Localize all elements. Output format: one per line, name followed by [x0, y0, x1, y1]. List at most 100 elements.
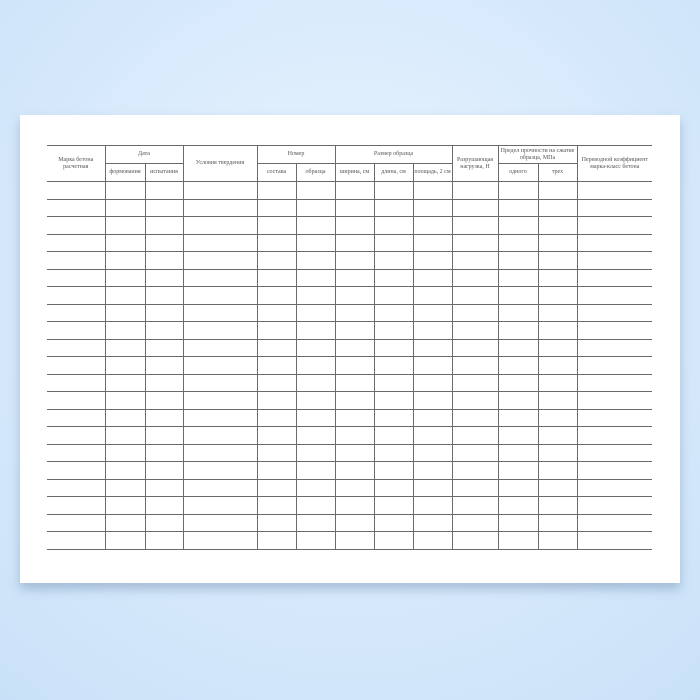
header-coefficient: Переводной коэффициент марка-класс бетон… [576, 145, 653, 182]
table-cell [144, 321, 184, 340]
table-cell [412, 513, 453, 532]
table-cell [334, 216, 375, 235]
table-cell [256, 461, 297, 480]
table-cell [497, 181, 539, 200]
table-cell [144, 356, 184, 375]
table-cell [576, 373, 653, 392]
table-row [47, 321, 653, 340]
table-cell [451, 268, 499, 287]
table-cell [412, 391, 453, 410]
table-cell [497, 461, 539, 480]
table-cell [497, 496, 539, 515]
table-cell [412, 233, 453, 252]
table-cell [537, 321, 578, 340]
table-cell [104, 513, 146, 532]
table-row [47, 216, 653, 235]
table-cell [295, 198, 336, 217]
table-cell [47, 461, 106, 480]
table-cell [295, 233, 336, 252]
header-date: Дата [104, 145, 184, 164]
table-cell [47, 391, 106, 410]
table-row [47, 443, 653, 462]
table-cell [182, 426, 258, 445]
table-cell [256, 391, 297, 410]
table-cell [182, 338, 258, 357]
table-cell [144, 338, 184, 357]
table-cell [47, 181, 106, 200]
table-cell [47, 356, 106, 375]
table-cell [497, 531, 539, 550]
table-row [47, 391, 653, 410]
table-cell [295, 286, 336, 305]
table-cell [334, 251, 375, 270]
table-cell [412, 356, 453, 375]
table-cell [182, 321, 258, 340]
table-cell [373, 373, 414, 392]
table-cell [295, 181, 336, 200]
table-cell [373, 251, 414, 270]
header-date-forming: формования [105, 163, 146, 182]
table-cell [256, 408, 297, 427]
table-cell [182, 461, 258, 480]
table-cell [144, 531, 184, 550]
table-cell [412, 286, 453, 305]
table-cell [144, 216, 184, 235]
table-cell [47, 373, 106, 392]
table-cell [295, 303, 336, 322]
table-cell [451, 513, 499, 532]
table-cell [144, 496, 184, 515]
table-cell [182, 198, 258, 217]
table-cell [497, 321, 539, 340]
table-cell [451, 216, 499, 235]
table-cell [373, 391, 414, 410]
table-cell [576, 513, 653, 532]
table-cell [104, 233, 146, 252]
table-cell [537, 496, 578, 515]
table-cell [144, 251, 184, 270]
table-cell [256, 233, 297, 252]
table-cell [497, 426, 539, 445]
table-cell [182, 268, 258, 287]
table-cell [412, 373, 453, 392]
table-cell [295, 461, 336, 480]
table-cell [373, 426, 414, 445]
table-cell [373, 338, 414, 357]
table-cell [412, 461, 453, 480]
table-row [47, 408, 653, 427]
table-cell [144, 478, 184, 497]
header-load: Разрушающая нагрузка, Н [451, 145, 499, 182]
header-strength-three: трех [537, 163, 578, 182]
table-body [47, 181, 653, 550]
table-cell [373, 408, 414, 427]
table-cell [295, 531, 336, 550]
table-cell [104, 181, 146, 200]
table-cell [144, 373, 184, 392]
table-cell [537, 443, 578, 462]
table-cell [576, 478, 653, 497]
table-cell [104, 268, 146, 287]
table-cell [104, 531, 146, 550]
table-cell [47, 443, 106, 462]
table-cell [373, 461, 414, 480]
table-cell [256, 303, 297, 322]
table-cell [451, 408, 499, 427]
table-cell [576, 321, 653, 340]
table-row [47, 268, 653, 287]
table-cell [334, 531, 375, 550]
table-cell [451, 391, 499, 410]
table-cell [412, 408, 453, 427]
table-cell [537, 268, 578, 287]
table-cell [576, 286, 653, 305]
table-cell [576, 461, 653, 480]
table-cell [256, 181, 297, 200]
table-cell [182, 251, 258, 270]
table-cell [47, 496, 106, 515]
table-cell [47, 408, 106, 427]
table-cell [412, 443, 453, 462]
table-cell [537, 303, 578, 322]
table-cell [47, 478, 106, 497]
table-cell [47, 198, 106, 217]
table-cell [295, 496, 336, 515]
table-cell [104, 286, 146, 305]
table-cell [576, 443, 653, 462]
